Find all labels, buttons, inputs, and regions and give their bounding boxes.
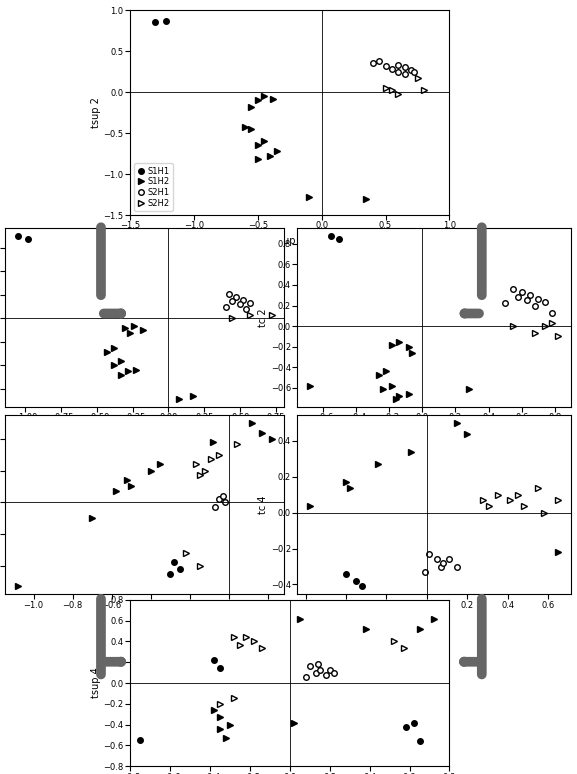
Legend: S1H1, S1H2, S2H1, S2H2: S1H1, S1H2, S2H1, S2H2 — [134, 163, 173, 211]
Y-axis label: tsup 2: tsup 2 — [91, 98, 100, 128]
X-axis label: tsup 1: tsup 1 — [274, 236, 305, 246]
Y-axis label: tsup 4: tsup 4 — [91, 668, 100, 698]
Y-axis label: tc 2: tc 2 — [258, 308, 268, 327]
X-axis label: tc 3: tc 3 — [425, 615, 443, 625]
X-axis label: tc 1: tc 1 — [425, 428, 443, 438]
X-axis label: tm 1: tm 1 — [133, 428, 156, 438]
X-axis label: tm 3: tm 3 — [133, 615, 156, 625]
Y-axis label: tc 4: tc 4 — [258, 495, 268, 514]
